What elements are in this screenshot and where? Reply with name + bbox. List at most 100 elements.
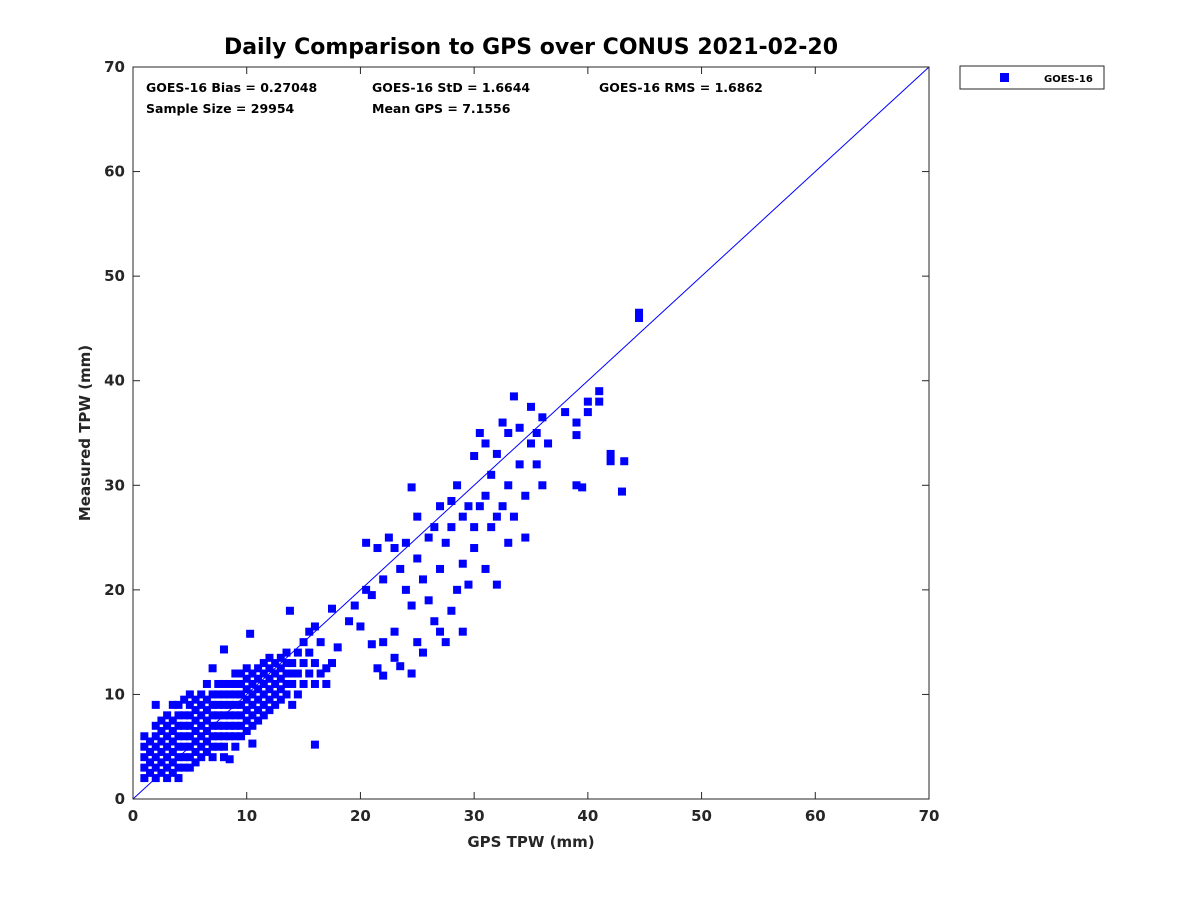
data-point [202,679,211,688]
data-point [498,502,507,511]
data-point [191,727,200,736]
data-point [254,674,263,683]
data-point [492,580,501,589]
data-point [532,429,541,437]
data-point [453,481,462,490]
data-point [379,671,388,680]
data-point [583,397,592,406]
data-point [293,669,302,678]
data-point [373,664,382,673]
data-point [231,669,240,678]
x-tick-label: 60 [805,807,826,825]
data-point [259,690,268,699]
data-point [174,700,183,709]
data-point [151,742,160,751]
data-point [282,659,291,668]
data-point [447,606,456,615]
data-point [367,640,376,649]
data-point [276,674,285,683]
y-tick-label: 50 [104,267,125,285]
stat-mean-gps: Mean GPS = 7.1556 [372,101,511,116]
data-point [322,664,331,673]
data-point [282,690,291,699]
data-point [157,716,166,725]
data-point [265,706,274,715]
data-point [174,774,183,783]
data-point [310,659,319,668]
data-point [185,753,194,762]
data-point [310,622,319,631]
data-point [168,737,177,746]
data-point [504,429,513,437]
data-point [219,742,228,751]
data-point [401,585,410,594]
data-point [254,695,263,704]
data-point [208,732,217,741]
plot-frame [132,66,930,800]
data-point [202,716,211,725]
data-point [430,617,439,626]
data-point [561,408,570,417]
data-point [583,408,592,417]
data-point [237,690,246,699]
data-point [140,774,149,783]
data-point [379,575,388,584]
data-point [151,763,160,772]
data-point [333,643,342,652]
data-point [271,690,280,699]
x-axis-label: GPS TPW (mm) [467,833,594,851]
data-point [345,617,354,626]
data-point [458,512,467,521]
data-point [157,758,166,767]
data-point [265,664,274,673]
data-point [453,585,462,594]
data-point [481,491,490,500]
data-point [180,763,189,772]
data-point [504,538,513,547]
data-point [197,690,206,699]
data-point [458,559,467,568]
data-point [219,690,228,699]
data-point [225,700,234,709]
data-point [475,502,484,511]
data-point [288,669,297,678]
data-point [168,700,177,709]
x-tick-label: 0 [128,807,138,825]
data-point [254,716,263,725]
data-point [276,664,285,673]
data-point [248,700,257,709]
data-point [606,457,615,466]
data-point [237,669,246,678]
x-axis: 0 10 20 30 40 50 60 70 [128,67,939,825]
data-point [214,732,223,741]
data-point [572,481,581,490]
stat-std: GOES-16 StD = 1.6644 [372,80,530,95]
data-point [242,727,251,736]
data-point [174,711,183,720]
data-point [367,591,376,600]
data-point [595,387,604,396]
data-point [259,669,268,678]
data-point [282,679,291,688]
data-point [447,523,456,532]
data-point [208,753,217,762]
data-point [413,512,422,521]
data-point [396,662,405,671]
data-point [538,413,547,422]
data-point [441,538,450,547]
data-point [231,711,240,720]
data-point [544,439,553,448]
data-point [191,758,200,767]
data-point [362,538,371,547]
data-point [146,747,155,756]
data-point [146,737,155,746]
data-point [174,732,183,741]
data-point [293,648,302,657]
data-point [413,638,422,647]
data-point [635,313,644,322]
data-point [396,564,405,573]
data-point [225,679,234,688]
data-point [572,418,581,427]
data-point [242,695,251,704]
data-point [180,742,189,751]
